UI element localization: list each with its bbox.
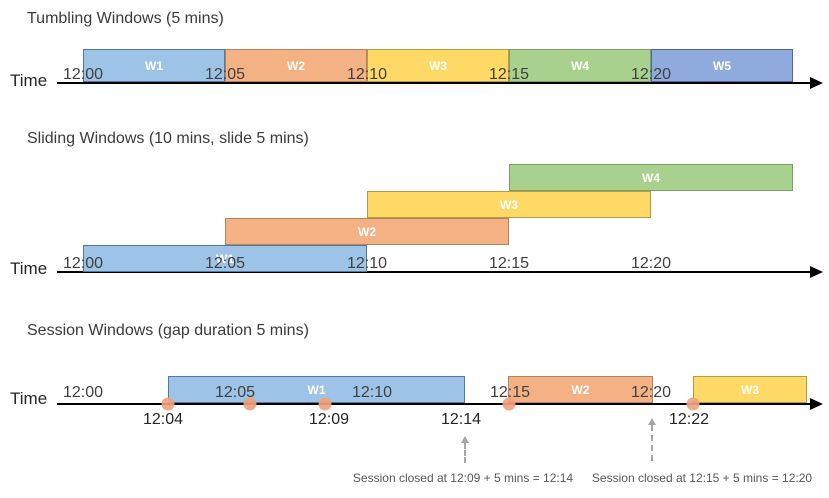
sliding-window-w3: W3 (367, 191, 651, 218)
window-label: W1 (307, 382, 326, 397)
window-label: W4 (642, 170, 660, 185)
event-time-label-1204: 12:04 (142, 411, 184, 428)
event-dot-1204 (161, 397, 175, 411)
tumbling-tick-1215: 12:15 (488, 66, 530, 83)
arrow-shaft (651, 425, 653, 461)
session-window-w3: W3 (693, 376, 807, 403)
arrowhead-icon (648, 418, 656, 425)
tumbling-window-w3: W3 (367, 49, 509, 82)
sliding-tick-1205: 12:05 (204, 255, 246, 272)
session-axis-arrowhead-icon (810, 398, 823, 410)
event-dot-1209 (318, 397, 332, 411)
session-tick-1200: 12:00 (62, 384, 104, 401)
tumbling-tick-1200: 12:00 (62, 66, 104, 83)
tumbling-axis-arrowhead-icon (810, 77, 823, 89)
window-label: W2 (571, 382, 590, 397)
dashed-up-arrow-icon (459, 436, 471, 463)
dashed-up-arrow-icon (646, 418, 658, 461)
tumbling-time-axis (57, 82, 810, 84)
sliding-time-axis (57, 271, 810, 273)
session-tick-1210: 12:10 (351, 384, 393, 401)
window-label: W1 (216, 251, 234, 266)
session-window-w2: W2 (508, 376, 653, 403)
tumbling-window-w5: W5 (651, 49, 793, 82)
tumbling-tick-1205: 12:05 (204, 66, 246, 83)
session-annotation-2: Session closed at 12:15 + 5 mins = 12:20 (591, 471, 813, 485)
session-tick-1205: 12:05 (214, 384, 256, 401)
session-time-axis-label: Time (10, 389, 48, 408)
sliding-window-w2: W2 (225, 218, 509, 245)
event-time-label-1214: 12:14 (440, 411, 482, 428)
window-label: W1 (145, 58, 163, 73)
tumbling-section-title: Tumbling Windows (5 mins) (27, 10, 224, 27)
session-window-w1: W1 (168, 376, 465, 403)
event-dot-1206 (243, 397, 257, 411)
tumbling-window-w1: W1 (83, 49, 225, 82)
window-label: W3 (429, 58, 447, 73)
event-time-label-1209: 12:09 (308, 411, 350, 428)
sliding-tick-1220: 12:20 (630, 255, 672, 272)
session-tick-1215: 12:15 (489, 384, 531, 401)
session-time-axis (57, 403, 810, 405)
session-section-title: Session Windows (gap duration 5 mins) (27, 322, 309, 339)
tumbling-tick-1220: 12:20 (630, 66, 672, 83)
window-label: W5 (713, 58, 731, 73)
sliding-window-w4: W4 (509, 164, 793, 191)
window-label: W3 (500, 197, 518, 212)
sliding-tick-1210: 12:10 (346, 255, 388, 272)
tumbling-time-axis-label: Time (10, 71, 48, 90)
sliding-tick-1215: 12:15 (488, 255, 530, 272)
sliding-axis-arrowhead-icon (810, 266, 823, 278)
window-label: W4 (571, 58, 589, 73)
arrow-shaft (464, 443, 466, 463)
tumbling-tick-1210: 12:10 (346, 66, 388, 83)
session-annotation-1: Session closed at 12:09 + 5 mins = 12:14 (352, 471, 574, 485)
session-tick-1220: 12:20 (630, 384, 672, 401)
window-label: W2 (287, 58, 305, 73)
event-dot-1222 (686, 397, 700, 411)
sliding-section-title: Sliding Windows (10 mins, slide 5 mins) (27, 130, 309, 147)
sliding-tick-1200: 12:00 (62, 255, 104, 272)
window-label: W2 (358, 224, 376, 239)
tumbling-window-w2: W2 (225, 49, 367, 82)
window-label: W3 (741, 382, 759, 397)
tumbling-window-w4: W4 (509, 49, 651, 82)
event-time-label-1222: 12:22 (668, 411, 710, 428)
sliding-time-axis-label: Time (10, 259, 48, 278)
arrowhead-icon (461, 436, 469, 443)
sliding-window-w1: W1 (83, 245, 367, 272)
event-dot-1215 (502, 397, 516, 411)
